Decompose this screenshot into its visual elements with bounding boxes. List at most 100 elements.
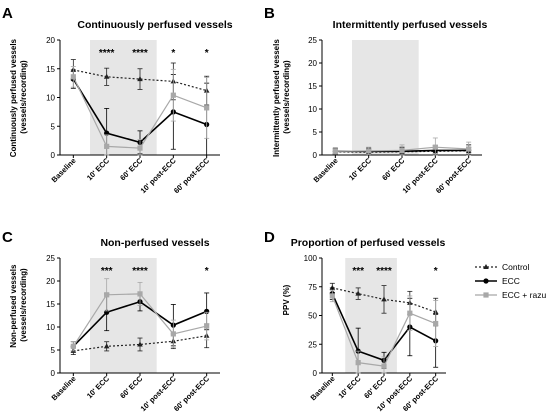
data-point bbox=[137, 291, 143, 297]
y-tick-label: 0 bbox=[313, 151, 318, 160]
x-tick-label: 60' post-ECC bbox=[434, 156, 474, 196]
data-point bbox=[103, 73, 110, 79]
legend-marker bbox=[483, 264, 489, 269]
data-point bbox=[407, 310, 413, 316]
y-axis-label-line: PPV (%) bbox=[282, 284, 291, 315]
y-tick-label: 15 bbox=[46, 65, 55, 74]
x-tick-label: 10' ECC bbox=[347, 156, 374, 183]
legend-label: Control bbox=[502, 262, 530, 272]
y-tick-label: 10 bbox=[46, 323, 55, 332]
y-tick-label: 10 bbox=[308, 105, 317, 114]
significance-marker: * bbox=[205, 48, 209, 59]
y-tick-label: 20 bbox=[46, 277, 55, 286]
data-point bbox=[366, 148, 372, 154]
series-razu bbox=[332, 137, 472, 156]
panel-b: B Intermittently perfused vessels Interm… bbox=[264, 5, 487, 195]
legend-entry-ecc-razu: ECC + razu bbox=[475, 290, 546, 300]
y-tick-label: 75 bbox=[308, 283, 317, 292]
y-tick-label: 0 bbox=[313, 369, 318, 378]
y-tick-label: 20 bbox=[308, 59, 317, 68]
data-point bbox=[137, 341, 143, 347]
data-point bbox=[355, 360, 361, 366]
ecc-shaded-region bbox=[90, 258, 157, 373]
data-point bbox=[332, 148, 338, 154]
y-axis-label-line: Intermittently perfused vessels bbox=[272, 39, 281, 157]
data-point bbox=[432, 144, 438, 150]
significance-marker: * bbox=[434, 266, 438, 277]
legend-swatch-marker bbox=[483, 264, 489, 269]
y-tick-label: 50 bbox=[308, 312, 317, 321]
data-point bbox=[170, 92, 176, 98]
data-point bbox=[170, 331, 176, 337]
y-tick-label: 15 bbox=[308, 82, 317, 91]
data-point bbox=[466, 146, 472, 152]
legend-swatch-marker bbox=[483, 292, 489, 298]
y-axis-label-line: Non-perfused vessels bbox=[9, 264, 18, 348]
data-point bbox=[137, 76, 143, 82]
panel-letter: B bbox=[264, 5, 275, 22]
panel-c: C Non-perfused vessels Non-perfused vess… bbox=[2, 229, 220, 413]
y-axis-label: PPV (%) bbox=[282, 284, 291, 315]
data-point bbox=[104, 143, 110, 149]
y-axis-label-line: (vessels/recording) bbox=[19, 60, 28, 134]
y-tick-label: 0 bbox=[51, 151, 56, 160]
y-axis-label-line: (vessels/recording) bbox=[19, 268, 28, 342]
legend-swatch-marker bbox=[483, 278, 489, 284]
y-tick-label: 5 bbox=[51, 122, 56, 131]
panel-letter: D bbox=[264, 229, 275, 246]
x-tick-label: Baseline bbox=[309, 374, 337, 402]
legend-label: ECC bbox=[502, 276, 520, 286]
data-point bbox=[329, 284, 336, 290]
y-axis-label-line: (vessels/recording) bbox=[282, 60, 291, 134]
y-tick-label: 15 bbox=[46, 300, 55, 309]
x-tick-label: 10' ECC bbox=[85, 374, 112, 401]
x-tick-label: 10' ECC bbox=[336, 374, 363, 401]
data-point bbox=[104, 292, 110, 298]
significance-marker: *** bbox=[352, 266, 364, 277]
y-tick-label: 100 bbox=[304, 254, 318, 263]
x-tick-label: 60' ECC bbox=[380, 156, 407, 183]
y-axis-label: Intermittently perfused vessels (vessels… bbox=[272, 37, 291, 157]
significance-marker: **** bbox=[99, 48, 115, 59]
panel-letter: A bbox=[2, 5, 13, 22]
significance-marker: **** bbox=[132, 266, 148, 277]
x-tick-label: 10' ECC bbox=[85, 156, 112, 183]
legend-marker bbox=[483, 292, 489, 298]
legend-marker bbox=[483, 278, 489, 284]
data-point bbox=[204, 323, 210, 329]
significance-marker: * bbox=[205, 266, 209, 277]
y-tick-label: 25 bbox=[46, 254, 55, 263]
data-point bbox=[104, 130, 110, 136]
y-axis-label: Continuously perfused vessels (vessels/r… bbox=[9, 37, 28, 158]
data-point bbox=[329, 293, 335, 299]
panel-letter: C bbox=[2, 229, 13, 246]
series-razu bbox=[70, 66, 210, 156]
series-razu bbox=[329, 289, 439, 374]
legend-entry-control: Control bbox=[475, 262, 530, 272]
x-tick-label: Baseline bbox=[50, 156, 78, 184]
data-point bbox=[433, 320, 439, 327]
panel-title: Continuously perfused vessels bbox=[77, 19, 232, 31]
legend: Control ECC ECC + razu bbox=[475, 262, 546, 300]
significance-marker: * bbox=[171, 48, 175, 59]
x-tick-label: Baseline bbox=[312, 156, 340, 184]
data-point bbox=[355, 290, 361, 296]
x-tick-label: Baseline bbox=[50, 374, 78, 402]
panel-a: A Continuously perfused vessels Continuo… bbox=[2, 5, 233, 195]
x-tick-label: 60' ECC bbox=[118, 156, 145, 183]
panel-title: Intermittently perfused vessels bbox=[333, 19, 488, 31]
series-razu bbox=[70, 278, 210, 352]
panel-title: Non-perfused vessels bbox=[100, 237, 209, 249]
series-line bbox=[73, 69, 207, 92]
panel-d: D Proportion of perfused vessels PPV (%)… bbox=[264, 229, 446, 413]
data-point bbox=[381, 296, 387, 302]
data-point bbox=[399, 147, 405, 153]
data-point bbox=[137, 145, 143, 151]
legend-entry-ecc: ECC bbox=[475, 276, 520, 286]
significance-marker: **** bbox=[376, 266, 392, 277]
significance-marker: **** bbox=[132, 48, 148, 59]
x-tick-label: 60' post-ECC bbox=[172, 374, 212, 414]
